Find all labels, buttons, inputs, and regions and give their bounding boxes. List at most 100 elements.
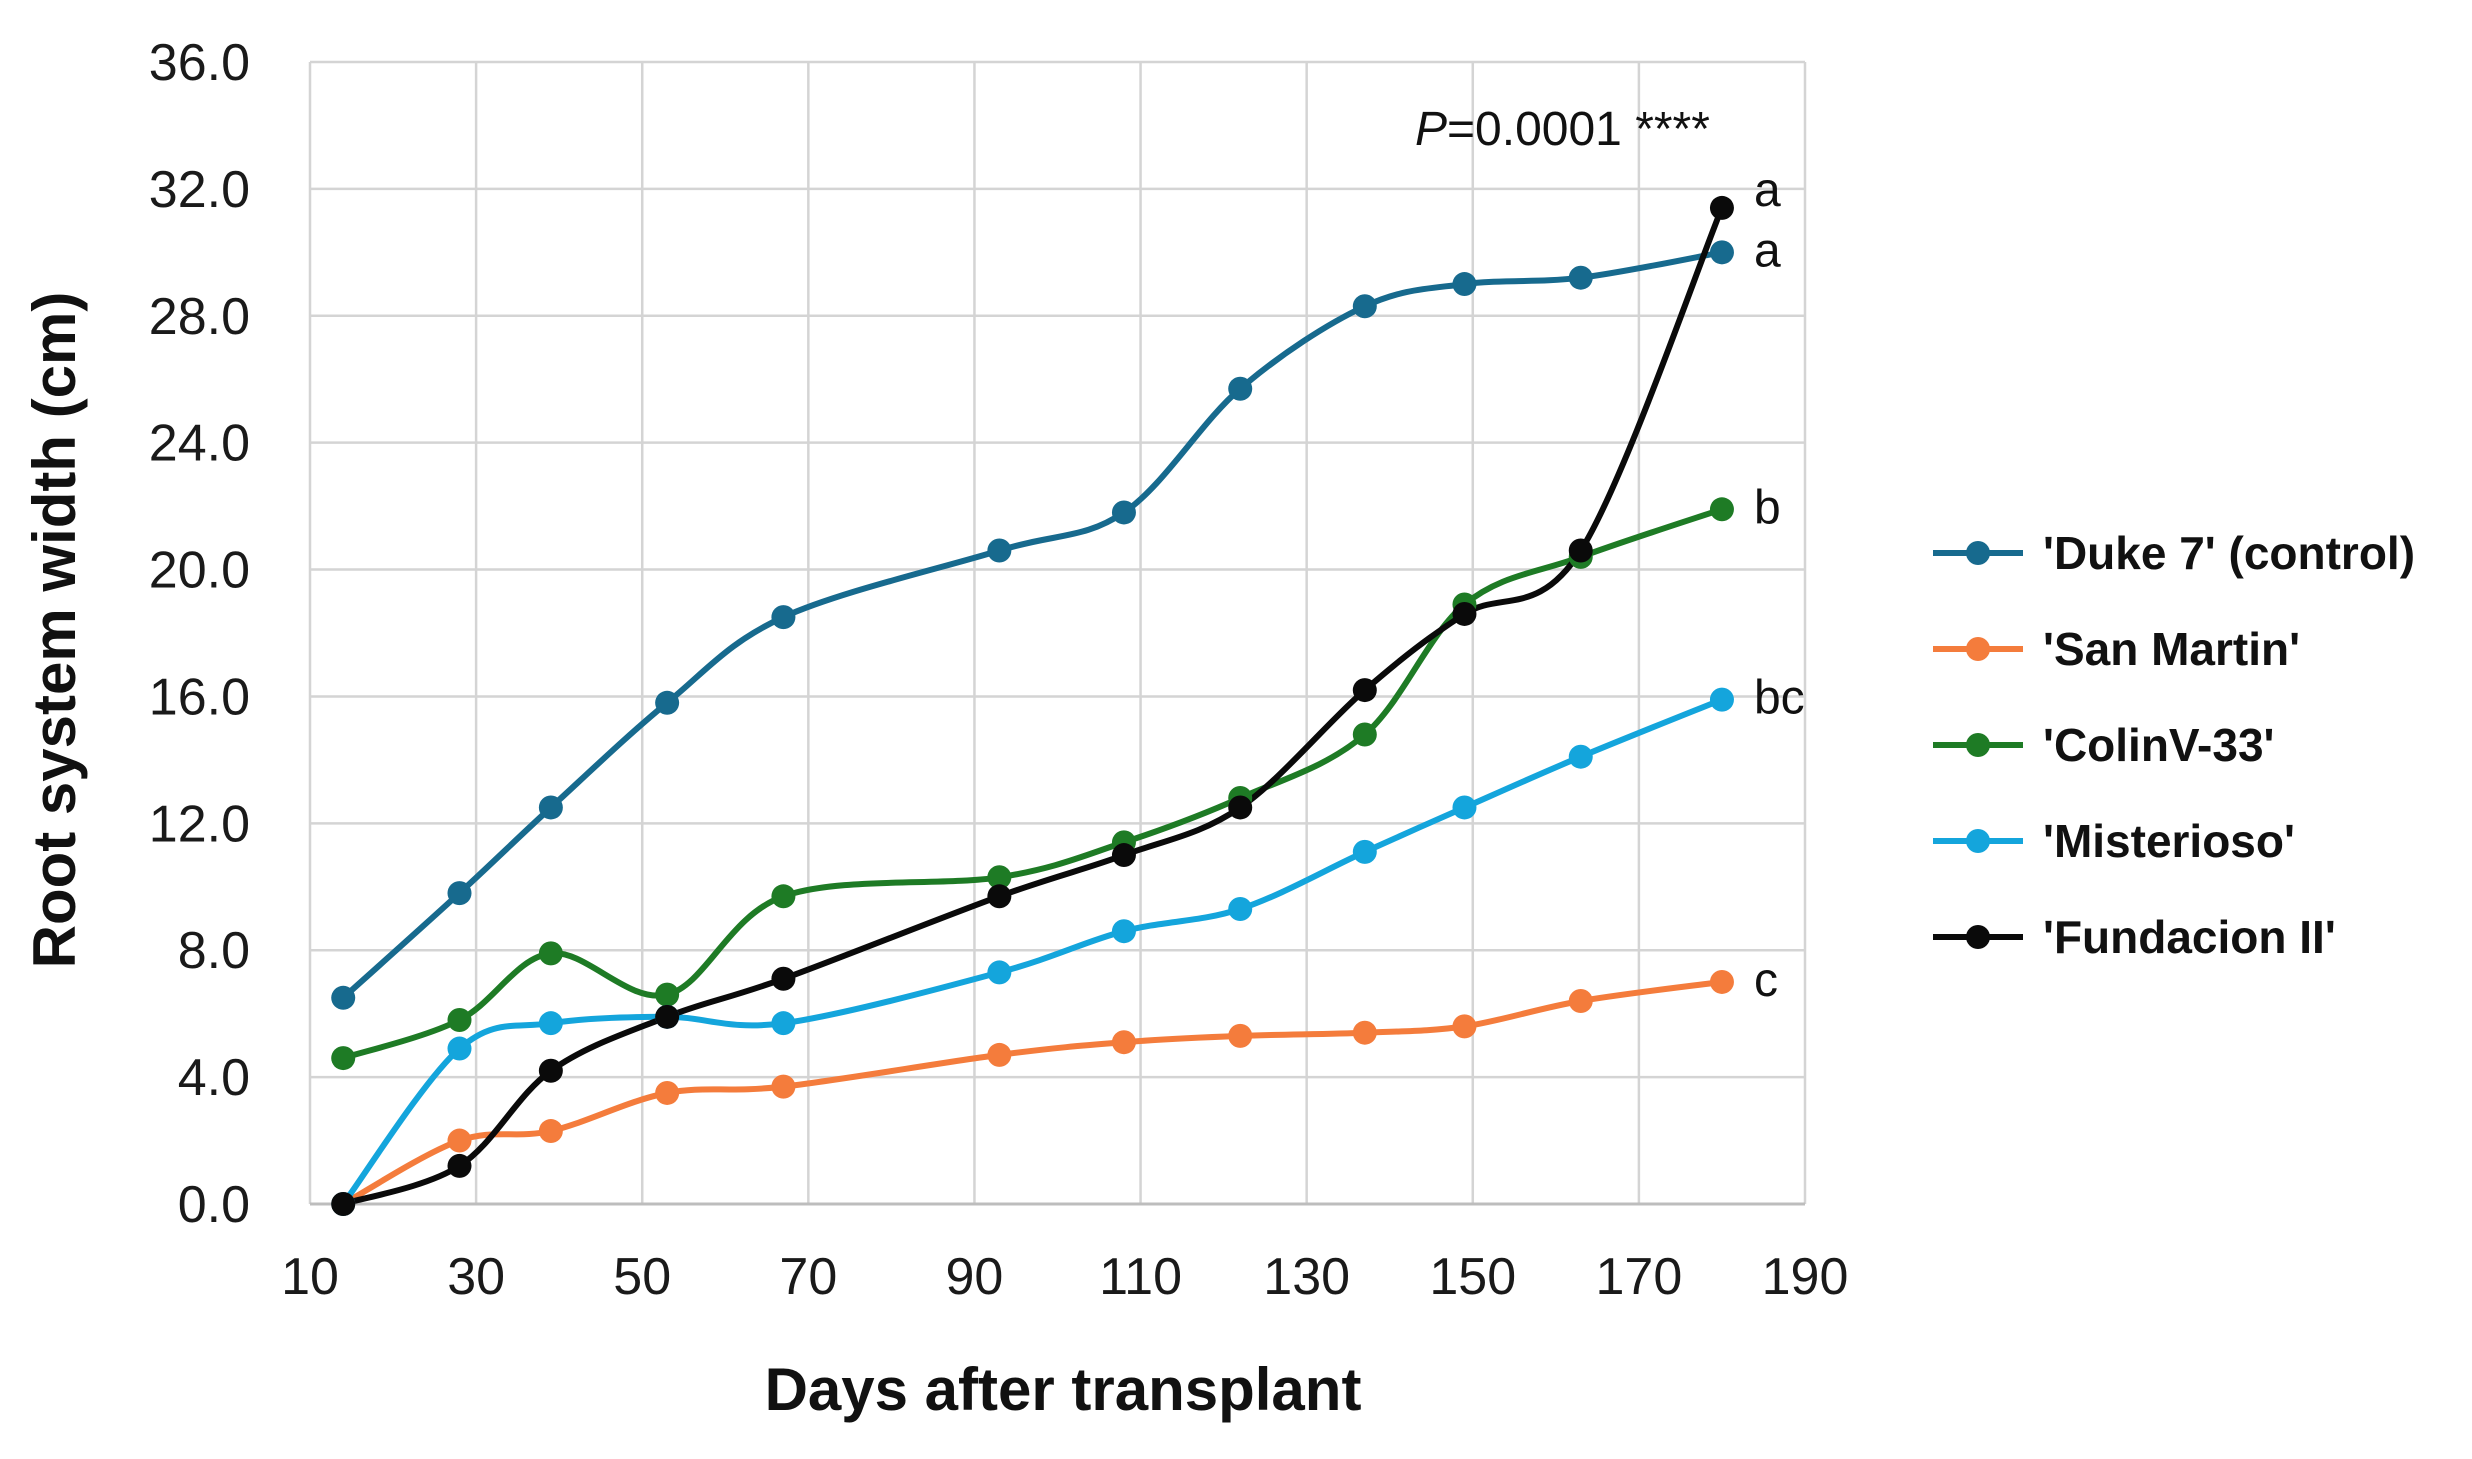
- p-value-text: =0.0001 ****: [1447, 103, 1710, 156]
- data-point: [1568, 988, 1593, 1013]
- y-tick-label: 36.0: [149, 34, 250, 92]
- data-point: [538, 1011, 563, 1036]
- y-tick-labels: 0.0 4.0 8.0 12.0 16.0 20.0 24.0 28.0 32.0 36.0: [149, 34, 250, 1234]
- x-tick-label: 30: [447, 1248, 505, 1306]
- data-point: [447, 1128, 472, 1153]
- legend-swatch-marker: [1966, 925, 1990, 949]
- significance-letter: b: [1754, 481, 1781, 534]
- legend-item: 'ColinV-33': [1933, 719, 2274, 771]
- series-points: [331, 195, 1734, 1216]
- data-point: [1111, 500, 1136, 525]
- x-tick-label: 50: [613, 1248, 671, 1306]
- y-tick-label: 12.0: [149, 795, 250, 853]
- x-tick-label: 70: [779, 1248, 837, 1306]
- y-tick-label: 32.0: [149, 161, 250, 219]
- p-value-symbol: P: [1415, 103, 1447, 156]
- data-point: [447, 1036, 472, 1061]
- data-point: [771, 605, 796, 630]
- data-point: [1568, 265, 1593, 290]
- data-point: [1228, 376, 1253, 401]
- significance-letter: bc: [1754, 672, 1805, 725]
- data-point: [1452, 1014, 1477, 1039]
- x-axis-title: Days after transplant: [765, 1356, 1362, 1423]
- data-point: [447, 1153, 472, 1178]
- data-point: [1452, 795, 1477, 820]
- legend-label: 'Duke 7' (control): [2043, 527, 2415, 579]
- data-point: [655, 1004, 680, 1029]
- data-point: [771, 966, 796, 991]
- x-tick-label: 130: [1263, 1248, 1350, 1306]
- data-point: [1709, 687, 1734, 712]
- data-point: [1352, 839, 1377, 864]
- data-point: [1111, 843, 1136, 868]
- x-tick-label: 170: [1596, 1248, 1683, 1306]
- x-tick-labels: 10 30 50 70 90 110 130 150 170 190: [281, 1248, 1848, 1306]
- data-point: [331, 1192, 356, 1216]
- data-point: [1228, 896, 1253, 921]
- legend-item: 'Fundacion II': [1933, 911, 2336, 963]
- data-point: [771, 1074, 796, 1099]
- data-point: [987, 865, 1012, 890]
- series-lines: [340, 204, 1725, 1207]
- legend-swatch-marker: [1966, 637, 1990, 661]
- legend-label: 'ColinV-33': [2043, 719, 2274, 771]
- data-point: [771, 884, 796, 909]
- p-value-annotation: P=0.0001 ****: [1415, 103, 1710, 156]
- x-tick-label: 110: [1099, 1248, 1182, 1306]
- data-point: [538, 795, 563, 820]
- data-point: [447, 881, 472, 906]
- data-point: [1452, 272, 1477, 297]
- series-line-4: [340, 204, 1725, 1207]
- data-point: [1228, 795, 1253, 820]
- significance-letters: a c b bc a: [1754, 164, 1805, 1007]
- y-tick-label: 8.0: [178, 922, 250, 980]
- legend-item: 'San Martin': [1933, 623, 2300, 675]
- legend-label: 'San Martin': [2043, 623, 2300, 675]
- y-tick-label: 28.0: [149, 288, 250, 346]
- y-tick-label: 20.0: [149, 542, 250, 600]
- data-point: [1452, 601, 1477, 626]
- data-point: [1568, 538, 1593, 563]
- legend-swatch-marker: [1966, 829, 1990, 853]
- y-tick-label: 4.0: [178, 1049, 250, 1107]
- gridlines: [308, 60, 1807, 1206]
- legend-swatch-marker: [1966, 733, 1990, 757]
- data-point: [1709, 497, 1734, 522]
- legend-label: 'Fundacion II': [2043, 911, 2336, 963]
- data-point: [1709, 969, 1734, 994]
- y-tick-label: 0.0: [178, 1176, 250, 1234]
- data-point: [1709, 195, 1734, 220]
- series-line-3: [340, 696, 1725, 1207]
- y-axis-title: Root system width (cm): [21, 292, 88, 969]
- x-tick-label: 190: [1762, 1248, 1849, 1306]
- data-point: [655, 1080, 680, 1105]
- significance-letter: a: [1754, 224, 1781, 277]
- data-point: [331, 985, 356, 1010]
- data-point: [987, 960, 1012, 985]
- data-point: [1352, 678, 1377, 703]
- data-point: [1352, 722, 1377, 747]
- data-point: [655, 690, 680, 715]
- data-point: [1111, 1030, 1136, 1055]
- significance-letter: c: [1754, 954, 1778, 1007]
- data-point: [987, 884, 1012, 909]
- data-point: [447, 1008, 472, 1033]
- y-tick-label: 16.0: [149, 668, 250, 726]
- data-point: [1352, 294, 1377, 319]
- significance-letter: a: [1754, 164, 1781, 217]
- data-point: [331, 1046, 356, 1071]
- data-point: [987, 538, 1012, 563]
- data-point: [538, 941, 563, 966]
- data-point: [987, 1042, 1012, 1067]
- data-point: [655, 982, 680, 1007]
- data-point: [1352, 1020, 1377, 1045]
- data-point: [1568, 744, 1593, 769]
- data-point: [771, 1011, 796, 1036]
- legend-item: 'Misterioso': [1933, 815, 2295, 867]
- data-point: [1709, 240, 1734, 265]
- data-point: [538, 1119, 563, 1144]
- data-point: [1228, 1023, 1253, 1048]
- legend-swatch-marker: [1966, 541, 1990, 565]
- data-point: [1111, 919, 1136, 944]
